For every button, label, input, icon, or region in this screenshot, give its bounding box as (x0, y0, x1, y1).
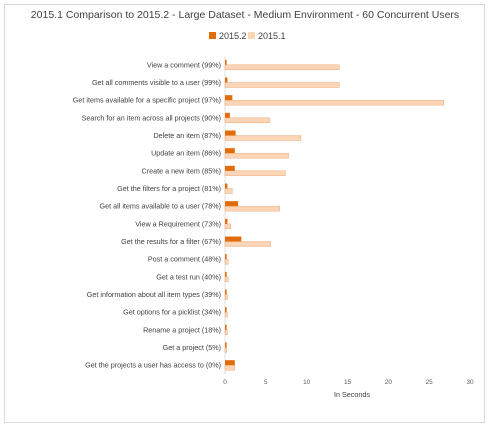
category-label: Get a test run (40%) (156, 272, 221, 281)
x-tick-label: 10 (303, 379, 311, 386)
bar-2015-1 (224, 223, 231, 230)
category-label: Delete an item (87%) (153, 131, 221, 140)
category-label: Search for an item across all projects (… (82, 113, 221, 122)
legend-swatch-2015-1 (248, 32, 255, 39)
category-label: Rename a project (18%) (143, 325, 221, 334)
legend-label-2015-2: 2015.2 (219, 31, 247, 41)
bar-2015-2 (225, 342, 227, 348)
bar-2015-2 (225, 112, 230, 118)
bar-2015-2 (225, 95, 233, 101)
bar-2015-1 (224, 258, 229, 265)
bar-2015-1 (224, 329, 228, 336)
bar-2015-2 (225, 236, 242, 242)
category-label: Get the projects a user has access to (0… (85, 361, 221, 370)
legend: 2015.2 2015.1 (209, 31, 286, 41)
x-axis-title: In Seconds (334, 390, 370, 399)
bar-2015-1 (224, 276, 229, 283)
category-label: Get all comments visible to a user (99%) (92, 78, 221, 87)
bar-2015-2 (225, 324, 227, 330)
category-label: Create a new item (85%) (142, 166, 222, 175)
legend-swatch-2015-2 (209, 32, 216, 39)
category-label: Get items available for a specific proje… (73, 96, 221, 105)
bar-2015-2 (225, 201, 239, 207)
category-label: Get options for a picklist (34%) (123, 308, 221, 317)
bar-2015-2 (225, 307, 227, 313)
bar-2015-2 (225, 59, 227, 65)
category-label: Get all items available to a user (78%) (100, 202, 221, 211)
x-tick-label: 30 (466, 379, 474, 386)
bar-2015-1 (224, 170, 286, 177)
bar-2015-2 (225, 254, 227, 260)
bar-2015-1 (224, 82, 340, 88)
category-label: View a Requirement (73%) (135, 219, 221, 228)
bar-2015-1 (224, 205, 280, 212)
category-label: Get information about all item types (39… (87, 290, 221, 299)
x-tick-label: 0 (223, 379, 227, 386)
category-label: Get the filters for a project (81%) (117, 184, 221, 193)
plot-area: View a comment (99%) Get all comments vis… (73, 56, 445, 374)
bar-2015-1 (224, 117, 271, 124)
x-tick-label: 20 (385, 379, 393, 386)
x-tick-label: 15 (344, 379, 352, 386)
chart-frame (4, 4, 485, 423)
chart-title: 2015.1 Comparison to 2015.2 - Large Data… (31, 9, 459, 21)
bar-2015-1 (224, 64, 340, 71)
bar-2015-1 (224, 152, 289, 159)
bar-2015-1 (224, 135, 302, 141)
category-label: Get a project (5%) (163, 343, 221, 352)
category-label: Get the results for a filter (67%) (121, 237, 221, 246)
legend-label-2015-1: 2015.1 (258, 31, 286, 41)
bar-2015-2 (225, 165, 235, 171)
bar-2015-1 (224, 188, 233, 194)
bar-2015-1 (224, 294, 228, 300)
x-axis: 0 5 10 15 20 25 30 (223, 379, 474, 386)
bar-2015-2 (225, 289, 227, 295)
x-tick-label: 25 (426, 379, 434, 386)
bar-2015-1 (224, 311, 228, 318)
bar-2015-1 (224, 347, 227, 353)
bar-2015-2 (225, 148, 235, 154)
bar-2015-2 (225, 271, 227, 277)
bar-2015-2 (225, 218, 228, 224)
category-label: Post a comment (48%) (148, 255, 221, 264)
bar-2015-2 (225, 77, 228, 83)
bar-2015-1 (224, 241, 271, 247)
x-tick-label: 5 (264, 379, 268, 386)
bar-2015-2 (225, 360, 235, 366)
category-label: Update an item (86%) (151, 149, 221, 158)
bar-2015-1 (224, 99, 445, 106)
bar-2015-1 (224, 364, 236, 371)
category-label: View a comment (99%) (147, 60, 221, 69)
bar-2015-2 (225, 130, 236, 136)
bar-2015-2 (225, 183, 228, 189)
